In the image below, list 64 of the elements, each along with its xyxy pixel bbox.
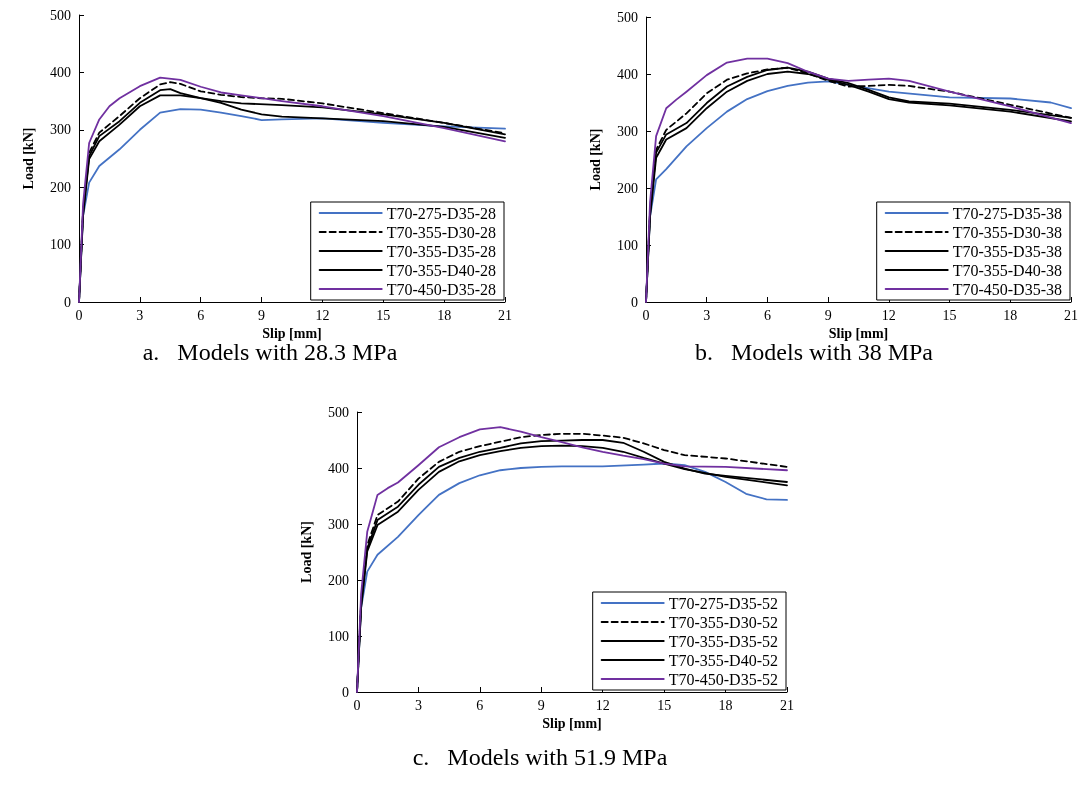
x-axis-title: Slip [mm] — [542, 716, 602, 732]
y-tick-label: 0 — [631, 294, 638, 310]
x-tick-label: 18 — [1003, 307, 1018, 323]
legend-label: T70-275-D35-52 — [668, 594, 778, 612]
legend-label: T70-450-D35-38 — [952, 280, 1062, 298]
y-tick-label: 100 — [328, 628, 349, 644]
x-tick-label: 3 — [703, 307, 711, 323]
x-tick-label: 15 — [942, 307, 957, 323]
x-tick-label: 0 — [75, 307, 83, 323]
x-tick-label: 12 — [315, 307, 330, 323]
x-axis-title: Slip [mm] — [828, 326, 889, 342]
legend-label: T70-355-D40-38 — [952, 261, 1062, 279]
x-tick-label: 3 — [414, 697, 422, 713]
y-tick-label: 300 — [617, 123, 638, 139]
legend-label: T70-355-D30-38 — [952, 223, 1062, 241]
y-tick-label: 200 — [328, 572, 349, 588]
y-tick-label: 200 — [617, 180, 638, 196]
y-tick-label: 300 — [328, 516, 349, 532]
y-tick-label: 400 — [617, 66, 638, 82]
y-tick-label: 400 — [328, 460, 349, 476]
x-tick-label: 6 — [197, 307, 205, 323]
y-tick-label: 0 — [64, 294, 71, 310]
y-tick-label: 200 — [50, 179, 71, 195]
x-tick-label: 21 — [498, 307, 512, 323]
x-tick-label: 9 — [258, 307, 266, 323]
y-tick-label: 400 — [50, 64, 71, 80]
y-tick-label: 500 — [617, 9, 638, 25]
x-tick-label: 15 — [376, 307, 391, 323]
y-axis-title: Load [kN] — [20, 127, 36, 190]
x-tick-label: 15 — [657, 697, 672, 713]
y-tick-label: 300 — [50, 122, 71, 138]
y-tick-label: 100 — [50, 237, 71, 253]
legend-label: T70-355-D30-28 — [386, 223, 496, 241]
legend-label: T70-355-D30-52 — [668, 613, 778, 631]
legend-label: T70-450-D35-28 — [386, 280, 496, 298]
x-tick-label: 9 — [824, 307, 832, 323]
x-tick-label: 0 — [642, 307, 650, 323]
x-axis-title: Slip [mm] — [262, 326, 322, 342]
y-axis-title: Load [kN] — [298, 521, 314, 583]
x-tick-label: 9 — [537, 697, 545, 713]
legend-label: T70-355-D40-52 — [668, 651, 778, 669]
legend-label: T70-450-D35-52 — [668, 670, 778, 688]
y-tick-label: 500 — [50, 7, 71, 23]
legend-label: T70-355-D35-28 — [386, 242, 496, 260]
legend-label: T70-275-D35-28 — [386, 204, 496, 222]
x-tick-label: 6 — [476, 697, 484, 713]
x-tick-label: 18 — [718, 697, 733, 713]
x-tick-label: 21 — [1064, 307, 1078, 323]
y-tick-label: 500 — [328, 404, 349, 420]
y-tick-label: 0 — [342, 684, 349, 700]
legend-label: T70-275-D35-38 — [952, 204, 1062, 222]
legend-label: T70-355-D40-28 — [386, 261, 496, 279]
text: c. Models with 51.9 MPa — [412, 744, 668, 770]
x-tick-label: 3 — [136, 307, 144, 323]
x-tick-label: 12 — [595, 697, 610, 713]
legend-label: T70-355-D35-38 — [952, 242, 1062, 260]
x-tick-label: 21 — [780, 697, 794, 713]
legend-label: T70-355-D35-52 — [668, 632, 778, 650]
y-tick-label: 100 — [617, 237, 638, 253]
x-tick-label: 18 — [437, 307, 452, 323]
x-tick-label: 6 — [763, 307, 771, 323]
x-tick-label: 12 — [881, 307, 896, 323]
x-tick-label: 0 — [353, 697, 361, 713]
y-axis-title: Load [kN] — [587, 128, 603, 191]
